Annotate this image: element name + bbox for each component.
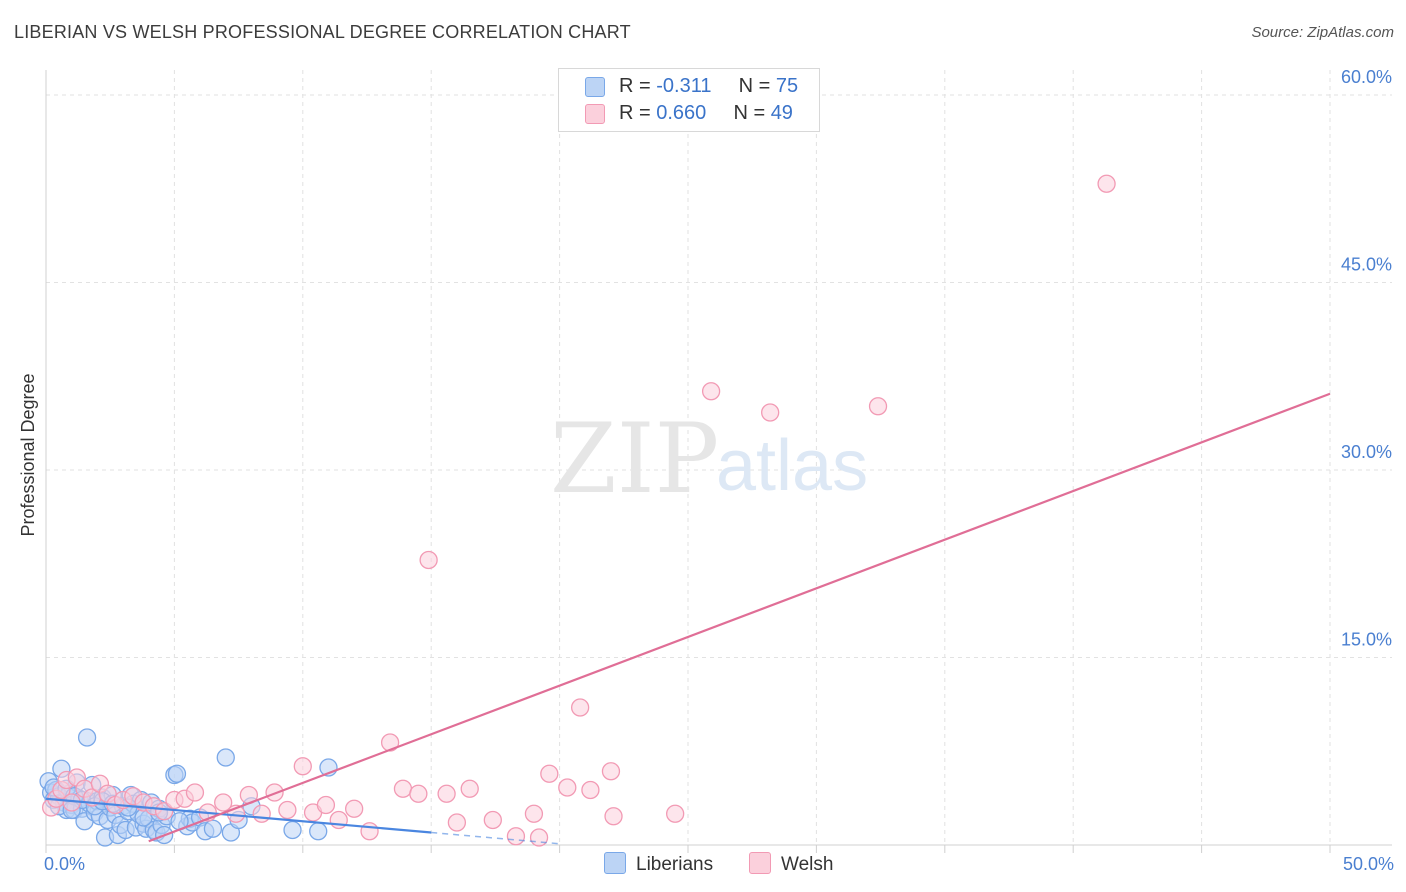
point-welsh-35 [437,784,456,803]
point-welsh-30 [345,799,364,818]
point-welsh-49 [761,403,780,422]
source-credit: Source: ZipAtlas.com [1251,24,1394,41]
point-welsh-18 [185,783,205,802]
y-axis-label: Professional Degree [18,373,38,536]
y-tick-label-3: 60.0% [1341,67,1392,87]
bottom-legend-label-liberians: Liberians [636,854,714,875]
point-welsh-42 [558,778,577,797]
legend-n-label: N = [738,75,776,97]
point-welsh-45 [666,804,685,823]
x-tick-label-1: 50.0% [1343,854,1394,874]
watermark-zip: ZIP [550,403,719,515]
legend-swatch-welsh [585,104,605,124]
point-liberians-60 [309,822,328,841]
legend-r-value-liberians: -0.311 [656,75,712,97]
point-welsh-25 [278,800,297,820]
bottom-legend-swatch-welsh [749,852,771,874]
legend-n-label: N = [733,102,771,124]
point-welsh-43 [581,780,600,800]
legend-swatch-liberians [585,77,605,97]
point-welsh-28 [316,795,336,815]
point-welsh-52 [601,762,621,781]
legend-r-value-welsh: 0.660 [656,102,707,124]
point-welsh-38 [506,827,526,846]
bottom-legend-welsh[interactable]: Welsh [749,852,833,876]
point-welsh-33 [393,779,413,798]
point-welsh-44 [604,807,623,826]
point-liberians-48 [167,764,187,783]
legend-r-label: R = [619,75,657,97]
point-welsh-34 [409,784,428,803]
legend-r-label: R = [619,102,657,124]
point-welsh-23 [252,804,271,823]
gridlines [46,70,1392,845]
point-welsh-47 [570,698,590,717]
point-welsh-40 [529,828,549,847]
point-welsh-26 [293,757,312,776]
chart-title: LIBERIAN VS WELSH PROFESSIONAL DEGREE CO… [14,22,631,42]
point-welsh-53 [447,813,467,832]
point-welsh-46 [419,550,438,570]
bottom-legend-liberians[interactable]: Liberians [604,852,713,876]
point-welsh-51 [1097,174,1116,193]
point-liberians-55 [216,748,235,767]
point-welsh-50 [868,397,888,416]
point-welsh-48 [701,382,721,401]
x-tick-label-0: 0.0% [44,854,85,874]
legend-n-value-welsh: 49 [770,102,793,124]
point-liberians-59 [283,820,302,840]
correlation-legend: R = -0.311 N = 75 R = 0.660 N = 49 [558,68,820,132]
point-welsh-39 [524,804,544,823]
axes [45,70,1392,853]
trendline-liberians [45,797,432,834]
point-welsh-32 [380,733,400,752]
legend-n-value-liberians: 75 [775,75,799,97]
point-welsh-37 [483,810,502,830]
y-tick-label-2: 45.0% [1341,255,1392,275]
point-welsh-31 [360,822,379,841]
y-tick-label-0: 15.0% [1341,630,1392,650]
bottom-legend-label-welsh: Welsh [781,854,834,875]
watermark-atlas: atlas [716,426,868,506]
point-welsh-36 [460,779,479,798]
point-liberians-54 [203,819,223,838]
watermark: ZIP atlas [550,403,868,515]
point-welsh-20 [214,793,233,812]
tick-labels: 15.0% 30.0% 45.0% 60.0% 0.0% 50.0% [44,67,1394,874]
bottom-legend-swatch-liberians [604,852,626,874]
y-tick-label-1: 30.0% [1341,442,1392,462]
trendlines [45,392,1331,845]
point-welsh-15 [154,802,174,821]
trendline-welsh [148,392,1331,843]
point-welsh-41 [540,764,559,783]
point-liberians-15 [77,728,97,747]
